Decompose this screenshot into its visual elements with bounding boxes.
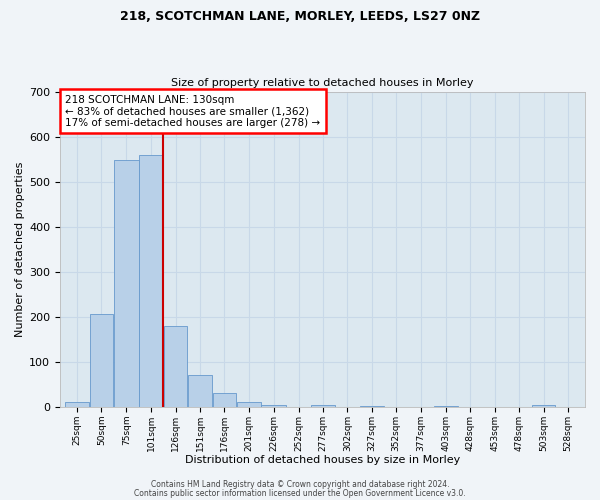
Text: Contains HM Land Registry data © Crown copyright and database right 2024.: Contains HM Land Registry data © Crown c… [151,480,449,489]
Bar [65,402,89,407]
Title: Size of property relative to detached houses in Morley: Size of property relative to detached ho… [171,78,474,88]
Bar [311,406,335,407]
Y-axis label: Number of detached properties: Number of detached properties [15,162,25,337]
Bar [532,406,556,407]
Text: 218, SCOTCHMAN LANE, MORLEY, LEEDS, LS27 0NZ: 218, SCOTCHMAN LANE, MORLEY, LEEDS, LS27… [120,10,480,23]
Bar [89,314,113,407]
Bar [139,154,163,407]
Bar [188,376,212,407]
X-axis label: Distribution of detached houses by size in Morley: Distribution of detached houses by size … [185,455,460,465]
Text: 218 SCOTCHMAN LANE: 130sqm
← 83% of detached houses are smaller (1,362)
17% of s: 218 SCOTCHMAN LANE: 130sqm ← 83% of deta… [65,94,320,128]
Bar [114,160,139,407]
Text: Contains public sector information licensed under the Open Government Licence v3: Contains public sector information licen… [134,488,466,498]
Bar [434,406,458,407]
Bar [164,326,187,407]
Bar [262,404,286,407]
Bar [212,394,236,407]
Bar [237,402,260,407]
Bar [360,406,383,407]
